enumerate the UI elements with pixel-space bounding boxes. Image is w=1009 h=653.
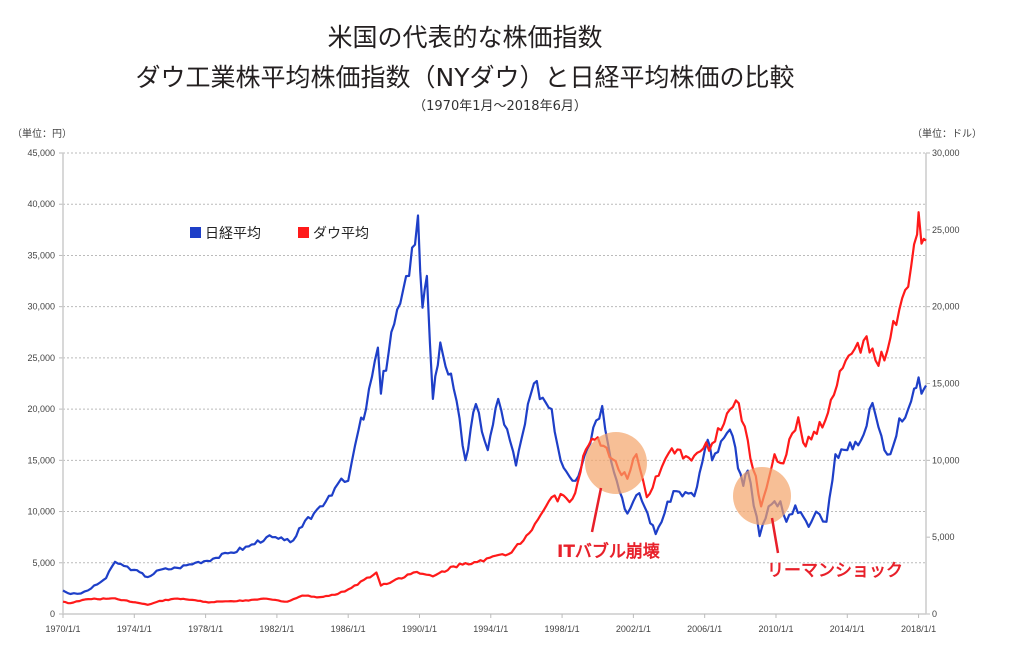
left-tick-label: 10,000	[27, 507, 55, 517]
annotation-it-bubble: ITバブル崩壊	[557, 541, 661, 562]
right-tick-label: 25,000	[932, 225, 960, 235]
right-tick-label: 10,000	[932, 455, 960, 465]
highlight-circle-lehman	[733, 467, 791, 525]
series-line-dow	[62, 211, 927, 606]
chart-title-line1: 米国の代表的な株価指数	[327, 23, 603, 52]
right-tick-label: 5,000	[932, 532, 955, 542]
x-tick-label: 2002/1/1	[616, 624, 651, 634]
left-tick-label: 30,000	[27, 302, 55, 312]
x-tick-label: 1974/1/1	[117, 624, 152, 634]
x-tick-label: 1994/1/1	[473, 624, 508, 634]
chart-title-line2: ダウ工業株平均株価指数（NYダウ）と日経平均株価の比較	[135, 63, 795, 92]
x-tick-label: 1998/1/1	[545, 624, 580, 634]
series-line-nikkei	[62, 214, 927, 596]
left-axis-unit: （単位：円）	[12, 127, 72, 140]
legend-swatch-nikkei	[190, 227, 201, 238]
right-axis-unit: （単位：ドル）	[912, 127, 982, 140]
right-tick-label: 15,000	[932, 379, 960, 389]
legend-label-dow: ダウ平均	[313, 226, 369, 242]
annotation-pointer-it-bubble	[590, 487, 603, 533]
left-tick-label: 40,000	[27, 199, 55, 209]
x-tick-label: 2010/1/1	[758, 624, 793, 634]
left-tick-label: 5,000	[32, 558, 55, 568]
left-tick-label: 45,000	[27, 148, 55, 158]
legend-swatch-dow	[298, 227, 309, 238]
annotation-pointer-lehman	[770, 517, 780, 554]
x-tick-label: 1986/1/1	[331, 624, 366, 634]
legend-label-nikkei: 日経平均	[205, 226, 261, 242]
right-tick-label: 20,000	[932, 302, 960, 312]
x-tick-label: 2006/1/1	[687, 624, 722, 634]
x-tick-label: 1970/1/1	[45, 624, 80, 634]
left-tick-label: 20,000	[27, 404, 55, 414]
left-tick-label: 25,000	[27, 353, 55, 363]
chart-subtitle: （1970年1月～2018年6月）	[413, 99, 587, 114]
legend: 日経平均 ダウ平均	[190, 226, 369, 242]
x-tick-label: 1990/1/1	[402, 624, 437, 634]
right-tick-label: 0	[932, 609, 937, 619]
left-tick-label: 35,000	[27, 250, 55, 260]
left-tick-label: 15,000	[27, 455, 55, 465]
x-tick-label: 2014/1/1	[830, 624, 865, 634]
annotation-lehman: リーマンショック	[767, 561, 903, 581]
x-tick-label: 1982/1/1	[259, 624, 294, 634]
x-tick-label: 2018/1/1	[901, 624, 936, 634]
right-tick-label: 30,000	[932, 148, 960, 158]
highlight-circle-it-bubble	[585, 432, 647, 494]
left-tick-label: 0	[50, 609, 55, 619]
x-tick-label: 1978/1/1	[188, 624, 223, 634]
